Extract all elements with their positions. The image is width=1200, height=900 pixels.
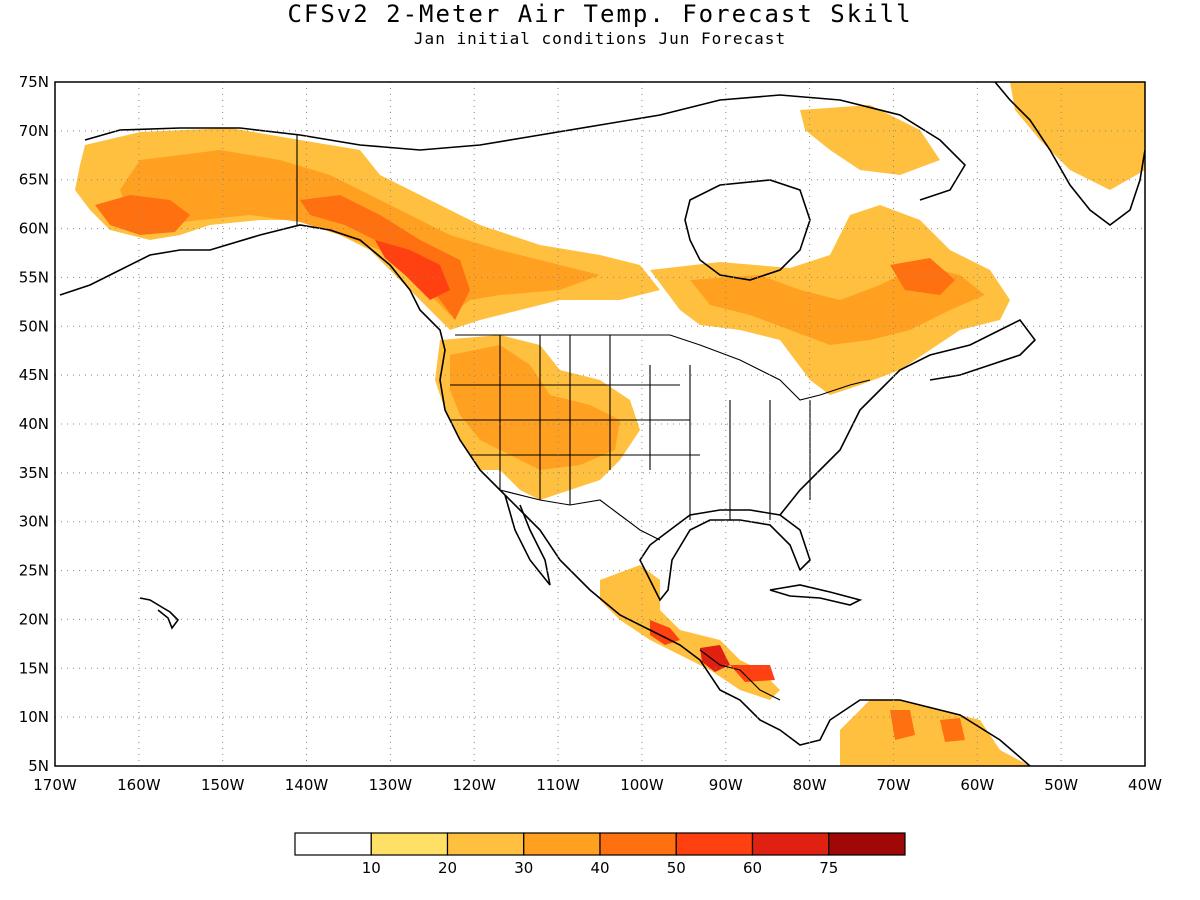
map-subtitle: Jan initial conditions Jun Forecast bbox=[413, 29, 787, 48]
lon-tick-label: 110W bbox=[536, 776, 580, 794]
map-title: CFSv2 2-Meter Air Temp. Forecast Skill bbox=[287, 0, 913, 28]
colorbar-swatch bbox=[294, 832, 372, 856]
lon-tick-label: 60W bbox=[960, 776, 994, 794]
lon-tick-label: 100W bbox=[620, 776, 664, 794]
lon-tick-label: 160W bbox=[117, 776, 161, 794]
skill-region-bc-peak bbox=[375, 240, 450, 300]
skill-region-honduras bbox=[730, 665, 775, 682]
colorbar-label: 75 bbox=[819, 859, 838, 877]
colorbar-swatch bbox=[370, 832, 449, 856]
lon-tick-label: 40W bbox=[1128, 776, 1162, 794]
colorbar: 10 20 30 40 50 60 75 bbox=[294, 832, 906, 877]
lat-tick-label: 35N bbox=[19, 464, 49, 482]
coastline-arctic bbox=[84, 94, 967, 201]
lat-tick-label: 55N bbox=[19, 268, 49, 286]
skill-region-greenland bbox=[1010, 82, 1145, 190]
colorbar-swatch bbox=[446, 832, 525, 856]
lat-tick-label: 45N bbox=[19, 366, 49, 384]
lat-tick-label: 40N bbox=[19, 415, 49, 433]
coastline-greenland bbox=[994, 82, 1145, 226]
lat-tick-label: 20N bbox=[19, 610, 49, 628]
gridlines bbox=[55, 82, 1145, 766]
colorbar-label: 40 bbox=[590, 859, 609, 877]
lon-tick-label: 170W bbox=[33, 776, 77, 794]
skill-region-baffin bbox=[800, 105, 940, 175]
colorbar-label: 20 bbox=[438, 859, 457, 877]
colorbar-label: 10 bbox=[362, 859, 381, 877]
lat-tick-label: 65N bbox=[19, 171, 49, 189]
coastline-gulf-mexico bbox=[639, 509, 811, 602]
skill-region-alaska-high bbox=[95, 195, 190, 235]
skill-region-west-us-core bbox=[450, 345, 620, 470]
lon-tick-label: 50W bbox=[1044, 776, 1078, 794]
border-central-america bbox=[699, 649, 781, 701]
colorbar-swatch bbox=[828, 832, 906, 856]
border-state-lines bbox=[450, 335, 811, 520]
lat-tick-label: 50N bbox=[19, 317, 49, 335]
lon-tick-label: 150W bbox=[201, 776, 245, 794]
colorbar-swatch bbox=[599, 832, 677, 856]
lat-tick-label: 15N bbox=[19, 659, 49, 677]
skill-region-bc-high bbox=[300, 195, 470, 320]
lon-tick-label: 90W bbox=[709, 776, 743, 794]
colorbar-swatch bbox=[751, 832, 830, 856]
political-borders bbox=[296, 135, 871, 701]
colorbar-label: 60 bbox=[743, 859, 762, 877]
lon-tick-label: 80W bbox=[793, 776, 827, 794]
coastline-cuba bbox=[769, 584, 863, 606]
skill-shading bbox=[75, 82, 1145, 766]
lat-tick-label: 10N bbox=[19, 708, 49, 726]
skill-region-central-am-high bbox=[650, 620, 680, 645]
colorbar-label: 50 bbox=[667, 859, 686, 877]
lon-labels: 170W 160W 150W 140W 130W 120W 110W 100W 90W 80W 70… bbox=[33, 776, 1162, 794]
lat-tick-label: 25N bbox=[19, 562, 49, 580]
lat-tick-label: 5N bbox=[28, 757, 49, 775]
skill-region-venezuela-high bbox=[890, 710, 965, 742]
lon-tick-label: 140W bbox=[285, 776, 329, 794]
colorbar-label: 30 bbox=[514, 859, 533, 877]
lat-tick-label: 60N bbox=[19, 220, 49, 238]
lat-labels: 75N 70N 65N 60N 55N 50N 45N 40N 35N 30N 25N 20N 15N 1… bbox=[19, 73, 49, 775]
skill-region-labrador-high bbox=[890, 258, 955, 295]
skill-region-s-america bbox=[840, 700, 1030, 766]
coastline-hawaii bbox=[139, 597, 180, 630]
lon-tick-label: 70W bbox=[877, 776, 911, 794]
lon-tick-label: 130W bbox=[369, 776, 413, 794]
border-us-canada bbox=[455, 334, 871, 401]
coastline-atlantic bbox=[779, 318, 1037, 516]
map-frame bbox=[54, 81, 1146, 767]
colorbar-swatch bbox=[675, 832, 754, 856]
lon-tick-label: 120W bbox=[452, 776, 496, 794]
lat-tick-label: 75N bbox=[19, 73, 49, 91]
coastline-baja bbox=[504, 494, 551, 586]
lat-tick-label: 30N bbox=[19, 513, 49, 531]
lat-tick-label: 70N bbox=[19, 122, 49, 140]
colorbar-swatch bbox=[523, 832, 601, 856]
